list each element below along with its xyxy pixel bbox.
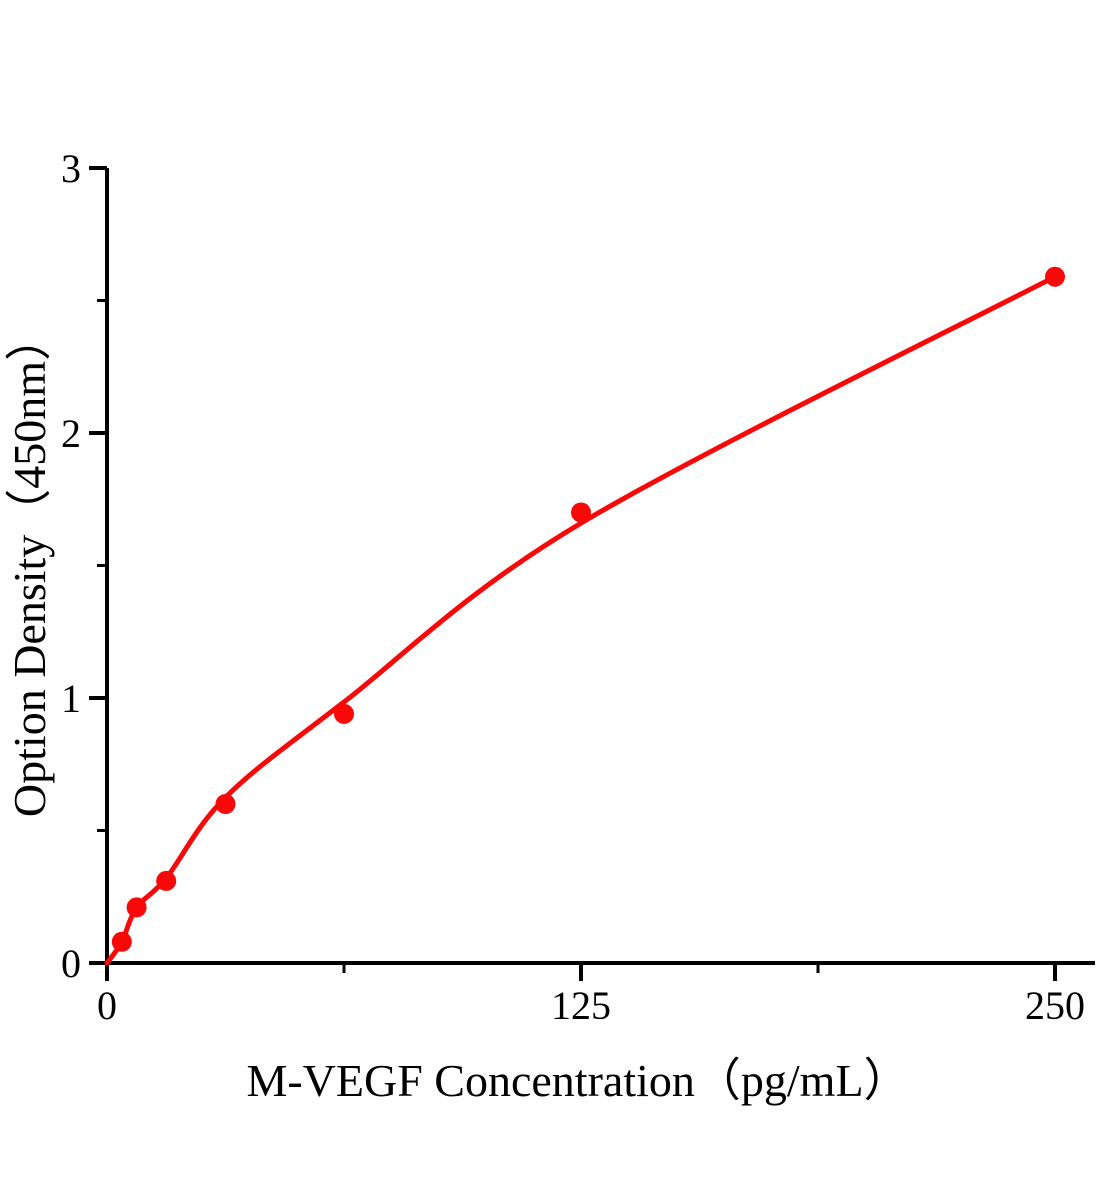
data-points-group — [111, 266, 1065, 952]
y-tick-label: 2 — [61, 411, 81, 456]
x-axis-title: M-VEGF Concentration（pg/mL） — [246, 1055, 909, 1106]
y-tick-label: 0 — [61, 941, 81, 986]
data-point — [156, 870, 177, 891]
x-tick-label: 0 — [97, 983, 117, 1028]
data-point — [111, 931, 132, 952]
y-tick-label: 1 — [61, 676, 81, 721]
y-axis-title: Option Density（450nm） — [4, 315, 55, 817]
data-point — [126, 897, 147, 918]
fit-curve-group — [104, 274, 1058, 966]
data-point — [215, 794, 236, 814]
data-point — [571, 502, 591, 523]
fit-curve — [104, 274, 1058, 966]
y-tick-label: 3 — [61, 146, 81, 191]
axes: 0 1 2 3 0 125 250 — [61, 146, 1095, 1028]
x-tick-label: 250 — [1025, 983, 1085, 1028]
data-point — [334, 703, 354, 724]
data-point — [1045, 266, 1065, 287]
x-tick-label: 125 — [551, 983, 611, 1028]
